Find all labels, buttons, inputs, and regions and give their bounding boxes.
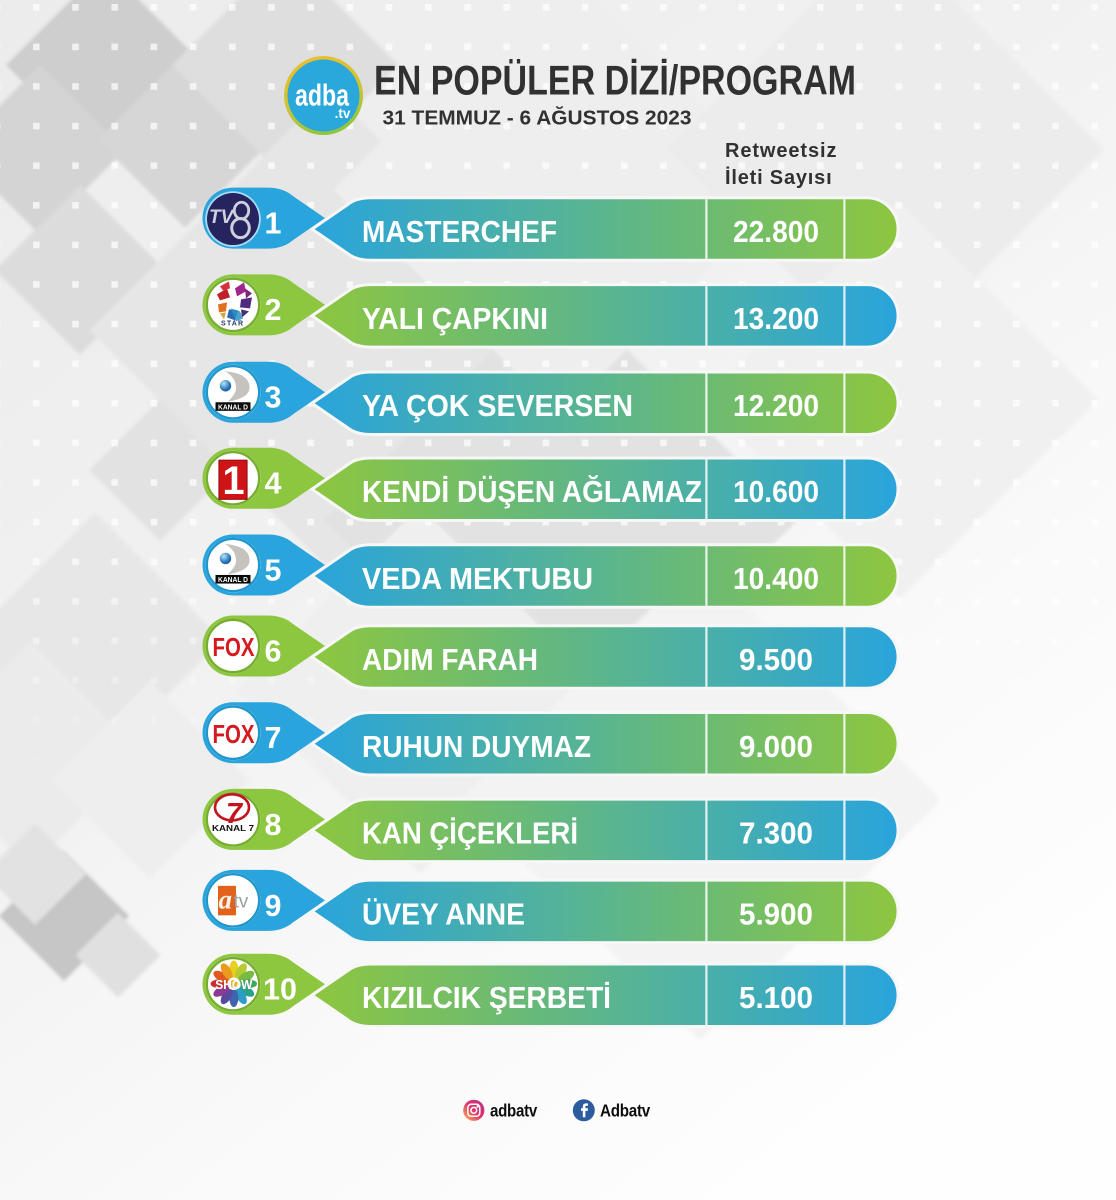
svg-text:FOX: FOX: [213, 719, 256, 749]
svg-text:a: a: [219, 884, 233, 914]
svg-text:YA ÇOK SEVERSEN: YA ÇOK SEVERSEN: [362, 388, 633, 423]
svg-text:KANAL D: KANAL D: [218, 577, 248, 584]
svg-text:9: 9: [265, 889, 282, 923]
svg-text:adbatv: adbatv: [490, 1101, 537, 1121]
svg-text:İleti Sayısı: İleti Sayısı: [725, 166, 832, 189]
svg-text:ÜVEY ANNE: ÜVEY ANNE: [362, 896, 525, 931]
svg-text:Adbatv: Adbatv: [600, 1101, 650, 1121]
svg-text:2: 2: [265, 293, 282, 327]
svg-text:VEDA MEKTUBU: VEDA MEKTUBU: [362, 561, 593, 596]
svg-text:FOX: FOX: [213, 632, 256, 662]
svg-text:5: 5: [265, 553, 282, 587]
svg-text:5.100: 5.100: [739, 980, 813, 1015]
svg-text:adba: adba: [295, 78, 350, 113]
svg-text:6: 6: [265, 634, 282, 668]
svg-text:KIZILCIK ŞERBETİ: KIZILCIK ŞERBETİ: [362, 980, 611, 1015]
svg-text:7: 7: [226, 798, 244, 830]
svg-text:.tv: .tv: [335, 106, 351, 121]
svg-text:MASTERCHEF: MASTERCHEF: [362, 214, 557, 249]
svg-text:10.600: 10.600: [733, 474, 819, 509]
svg-text:KENDİ DÜŞEN AĞLAMAZ: KENDİ DÜŞEN AĞLAMAZ: [362, 474, 702, 509]
svg-text:RUHUN DUYMAZ: RUHUN DUYMAZ: [362, 729, 591, 764]
svg-text:3: 3: [265, 381, 282, 415]
svg-text:1: 1: [222, 459, 244, 503]
svg-text:TV: TV: [209, 207, 235, 228]
svg-text:YALI ÇAPKINI: YALI ÇAPKINI: [362, 301, 548, 336]
svg-text:STAR: STAR: [221, 320, 245, 327]
svg-text:12.200: 12.200: [733, 388, 819, 423]
svg-text:5.900: 5.900: [739, 896, 813, 931]
svg-text:1: 1: [265, 207, 282, 241]
svg-text:22.800: 22.800: [733, 214, 819, 249]
svg-text:10.400: 10.400: [733, 561, 819, 596]
svg-text:EN POPÜLER DİZİ/PROGRAM: EN POPÜLER DİZİ/PROGRAM: [374, 57, 856, 104]
svg-text:Retweetsiz: Retweetsiz: [725, 140, 837, 162]
svg-text:9.000: 9.000: [739, 729, 813, 764]
svg-text:tv: tv: [234, 891, 249, 912]
svg-text:ADIM FARAH: ADIM FARAH: [362, 642, 538, 677]
svg-text:9.500: 9.500: [739, 642, 813, 677]
svg-text:SHOW: SHOW: [215, 977, 253, 992]
svg-text:KANAL 7: KANAL 7: [212, 824, 255, 833]
svg-text:31 TEMMUZ - 6 AĞUSTOS 2023: 31 TEMMUZ - 6 AĞUSTOS 2023: [383, 106, 692, 130]
svg-text:13.200: 13.200: [733, 301, 819, 336]
svg-text:4: 4: [265, 467, 282, 501]
svg-text:KAN ÇİÇEKLERİ: KAN ÇİÇEKLERİ: [362, 815, 578, 850]
svg-text:7: 7: [265, 721, 282, 755]
svg-text:KANAL D: KANAL D: [218, 404, 248, 411]
svg-text:8: 8: [265, 808, 282, 842]
svg-text:10: 10: [263, 973, 297, 1007]
svg-text:7.300: 7.300: [739, 815, 813, 850]
